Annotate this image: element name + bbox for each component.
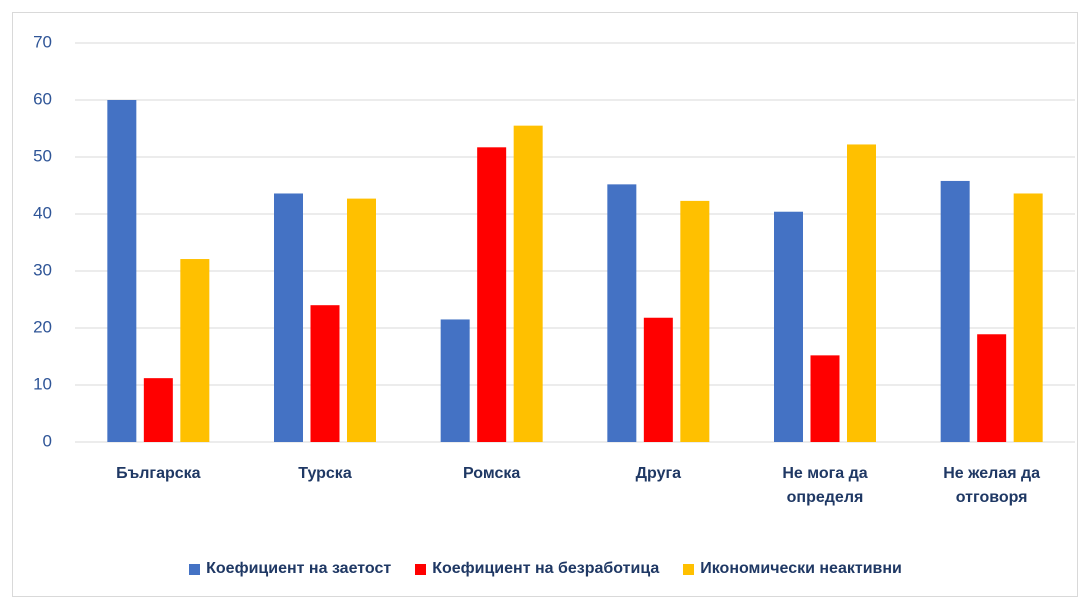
- legend-label: Коефициент на заетост: [206, 560, 392, 577]
- y-tick-label: 30: [33, 260, 52, 279]
- bar: [477, 147, 507, 442]
- bar: [143, 378, 173, 442]
- y-tick-label: 20: [33, 317, 52, 336]
- y-tick-label: 10: [33, 374, 52, 393]
- x-tick-label: Не мога да определя: [782, 465, 868, 506]
- bar: [440, 319, 470, 442]
- legend-label: Коефициент на безработица: [432, 560, 660, 577]
- legend-item: Икономически неактивни: [683, 560, 902, 578]
- legend-swatch: [683, 563, 695, 575]
- bar: [107, 100, 137, 442]
- bar: [810, 355, 840, 442]
- x-tick-label: Българска: [116, 465, 201, 482]
- bar: [847, 144, 876, 442]
- legend-swatch: [415, 563, 427, 575]
- legend-label: Икономически неактивни: [700, 560, 902, 577]
- x-tick-label: Не желая да отговоря: [943, 465, 1041, 506]
- bar: [643, 317, 673, 442]
- bar: [347, 198, 376, 442]
- bar: [940, 180, 970, 442]
- y-tick-label: 70: [33, 32, 52, 51]
- bar: [513, 125, 543, 443]
- legend-item: Коефициент на безработица: [415, 560, 659, 578]
- legend-swatch: [189, 563, 201, 575]
- legend-item: Коефициент на заетост: [189, 560, 391, 578]
- bar: [607, 184, 637, 443]
- y-tick-label: 60: [33, 89, 52, 108]
- y-tick-label: 50: [33, 146, 52, 165]
- bar: [274, 193, 303, 442]
- bar: [180, 259, 210, 442]
- bar: [680, 200, 710, 442]
- x-tick-label: Друга: [635, 465, 682, 482]
- bar: [1013, 193, 1043, 442]
- x-tick-label: Ромска: [463, 465, 521, 482]
- bar: [977, 334, 1007, 442]
- y-tick-label: 0: [43, 431, 52, 450]
- x-tick-label: Турска: [298, 465, 352, 482]
- chart-frame: [12, 12, 1078, 597]
- bar: [310, 305, 340, 442]
- bar: [774, 211, 803, 442]
- y-tick-label: 40: [33, 203, 52, 222]
- legend: Коефициент на заетост Коефициент на безра…: [0, 560, 1091, 578]
